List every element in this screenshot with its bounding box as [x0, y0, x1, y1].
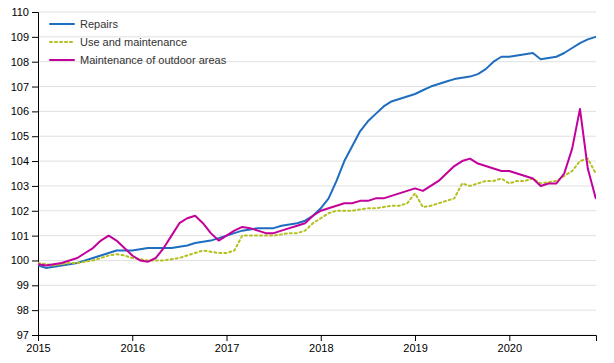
- grid-line: [38, 111, 596, 112]
- legend: Repairs Use and maintenance Maintenance of…: [50, 18, 227, 66]
- grid-line: [38, 12, 596, 13]
- tick-label: 2015: [26, 342, 50, 354]
- tick-label: 109: [11, 31, 29, 43]
- tick: 101: [11, 230, 38, 242]
- axis-line: [39, 336, 597, 342]
- tick-mark: [32, 186, 38, 187]
- tick-label: 97: [17, 329, 29, 341]
- grid-line: [38, 161, 596, 162]
- legend-item: Maintenance of outdoor areas: [50, 54, 227, 66]
- tick: 99: [17, 279, 38, 291]
- tick: 104: [11, 155, 38, 167]
- series-line: [38, 159, 596, 266]
- grid-line: [38, 86, 596, 87]
- tick-mark: [32, 236, 38, 237]
- tick-label: 107: [11, 81, 29, 93]
- tick: 110: [11, 6, 38, 18]
- tick-label: 103: [11, 180, 29, 192]
- tick: 97: [17, 329, 38, 341]
- tick: 106: [11, 105, 38, 117]
- tick-mark: [32, 335, 38, 336]
- series-line: [38, 37, 596, 268]
- legend-label: Repairs: [80, 18, 118, 30]
- tick-mark: [32, 310, 38, 311]
- legend-swatch: [50, 59, 74, 61]
- series-line: [38, 109, 596, 266]
- legend-label: Maintenance of outdoor areas: [80, 54, 227, 66]
- tick: 107: [11, 81, 38, 93]
- grid-line: [38, 136, 596, 137]
- tick: 2017: [215, 335, 239, 354]
- grid-line: [38, 285, 596, 286]
- tick-label: 100: [11, 254, 29, 266]
- tick: 2015: [26, 335, 50, 354]
- tick-mark: [32, 136, 38, 137]
- tick-label: 105: [11, 130, 29, 142]
- tick: 100: [11, 254, 38, 266]
- tick: 2020: [498, 335, 522, 354]
- legend-swatch: [50, 23, 74, 25]
- legend-item: Use and maintenance: [50, 36, 187, 48]
- tick-mark: [32, 62, 38, 63]
- legend-label: Use and maintenance: [80, 36, 187, 48]
- tick-label: 2020: [498, 342, 522, 354]
- legend-swatch: [50, 41, 74, 43]
- grid-line: [38, 260, 596, 261]
- tick-mark: [132, 335, 133, 341]
- tick: 102: [11, 205, 38, 217]
- tick-mark: [32, 87, 38, 88]
- tick-mark: [32, 12, 38, 13]
- tick: 105: [11, 130, 38, 142]
- tick: 108: [11, 56, 38, 68]
- tick-label: 110: [11, 6, 29, 18]
- grid-line: [38, 235, 596, 236]
- y-grid: [38, 12, 596, 335]
- tick: 2016: [121, 335, 145, 354]
- tick-label: 2017: [215, 342, 239, 354]
- tick-mark: [32, 37, 38, 38]
- tick-label: 98: [17, 304, 29, 316]
- grid-line: [38, 310, 596, 311]
- legend-item: Repairs: [50, 18, 118, 30]
- chart: 2015 2016 2017 2018 2019 2020 97 98 99 100 101 102 1…: [0, 0, 614, 363]
- tick-mark: [32, 111, 38, 112]
- tick: 98: [17, 304, 38, 316]
- plot: 2015 2016 2017 2018 2019 2020 97 98 99 100 101 102 1…: [11, 6, 597, 354]
- tick-mark: [415, 335, 416, 341]
- tick-label: 108: [11, 56, 29, 68]
- x-axis: 2015 2016 2017 2018 2019 2020: [26, 335, 596, 354]
- lines: [38, 37, 596, 268]
- tick-label: 2018: [309, 342, 333, 354]
- tick: 109: [11, 31, 38, 43]
- tick-mark: [32, 161, 38, 162]
- tick: 103: [11, 180, 38, 192]
- tick-mark: [32, 211, 38, 212]
- tick-label: 104: [11, 155, 29, 167]
- tick-mark: [32, 285, 38, 286]
- axis-line: [32, 13, 39, 336]
- tick-label: 101: [11, 230, 29, 242]
- tick-mark: [227, 335, 228, 341]
- tick-mark: [32, 260, 38, 261]
- tick-label: 99: [17, 279, 29, 291]
- tick-mark: [321, 335, 322, 341]
- tick-label: 106: [11, 105, 29, 117]
- tick: 2019: [403, 335, 427, 354]
- tick-mark: [509, 335, 510, 341]
- grid-line: [38, 185, 596, 186]
- y-axis: 97 98 99 100 101 102 103 104 105 106 107 108 109 110: [11, 6, 39, 341]
- tick-label: 102: [11, 205, 29, 217]
- tick-label: 2016: [121, 342, 145, 354]
- tick-label: 2019: [403, 342, 427, 354]
- tick: 2018: [309, 335, 333, 354]
